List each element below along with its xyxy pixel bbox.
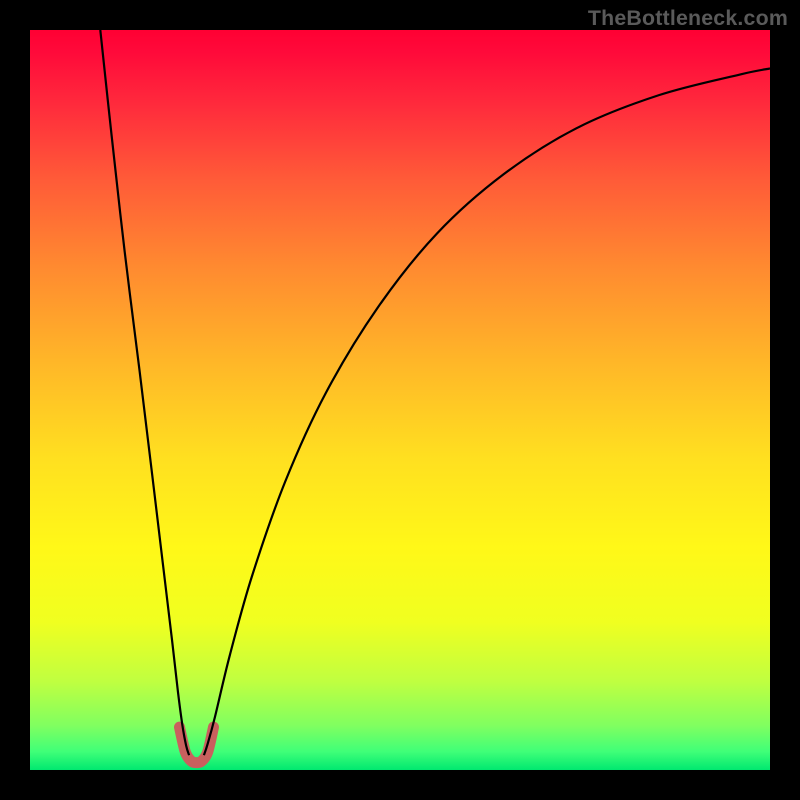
curve-right-branch <box>204 68 770 755</box>
curve-layer <box>30 30 770 770</box>
watermark-text: TheBottleneck.com <box>588 6 788 31</box>
plot-area <box>30 30 770 770</box>
curve-left-branch <box>100 30 189 755</box>
